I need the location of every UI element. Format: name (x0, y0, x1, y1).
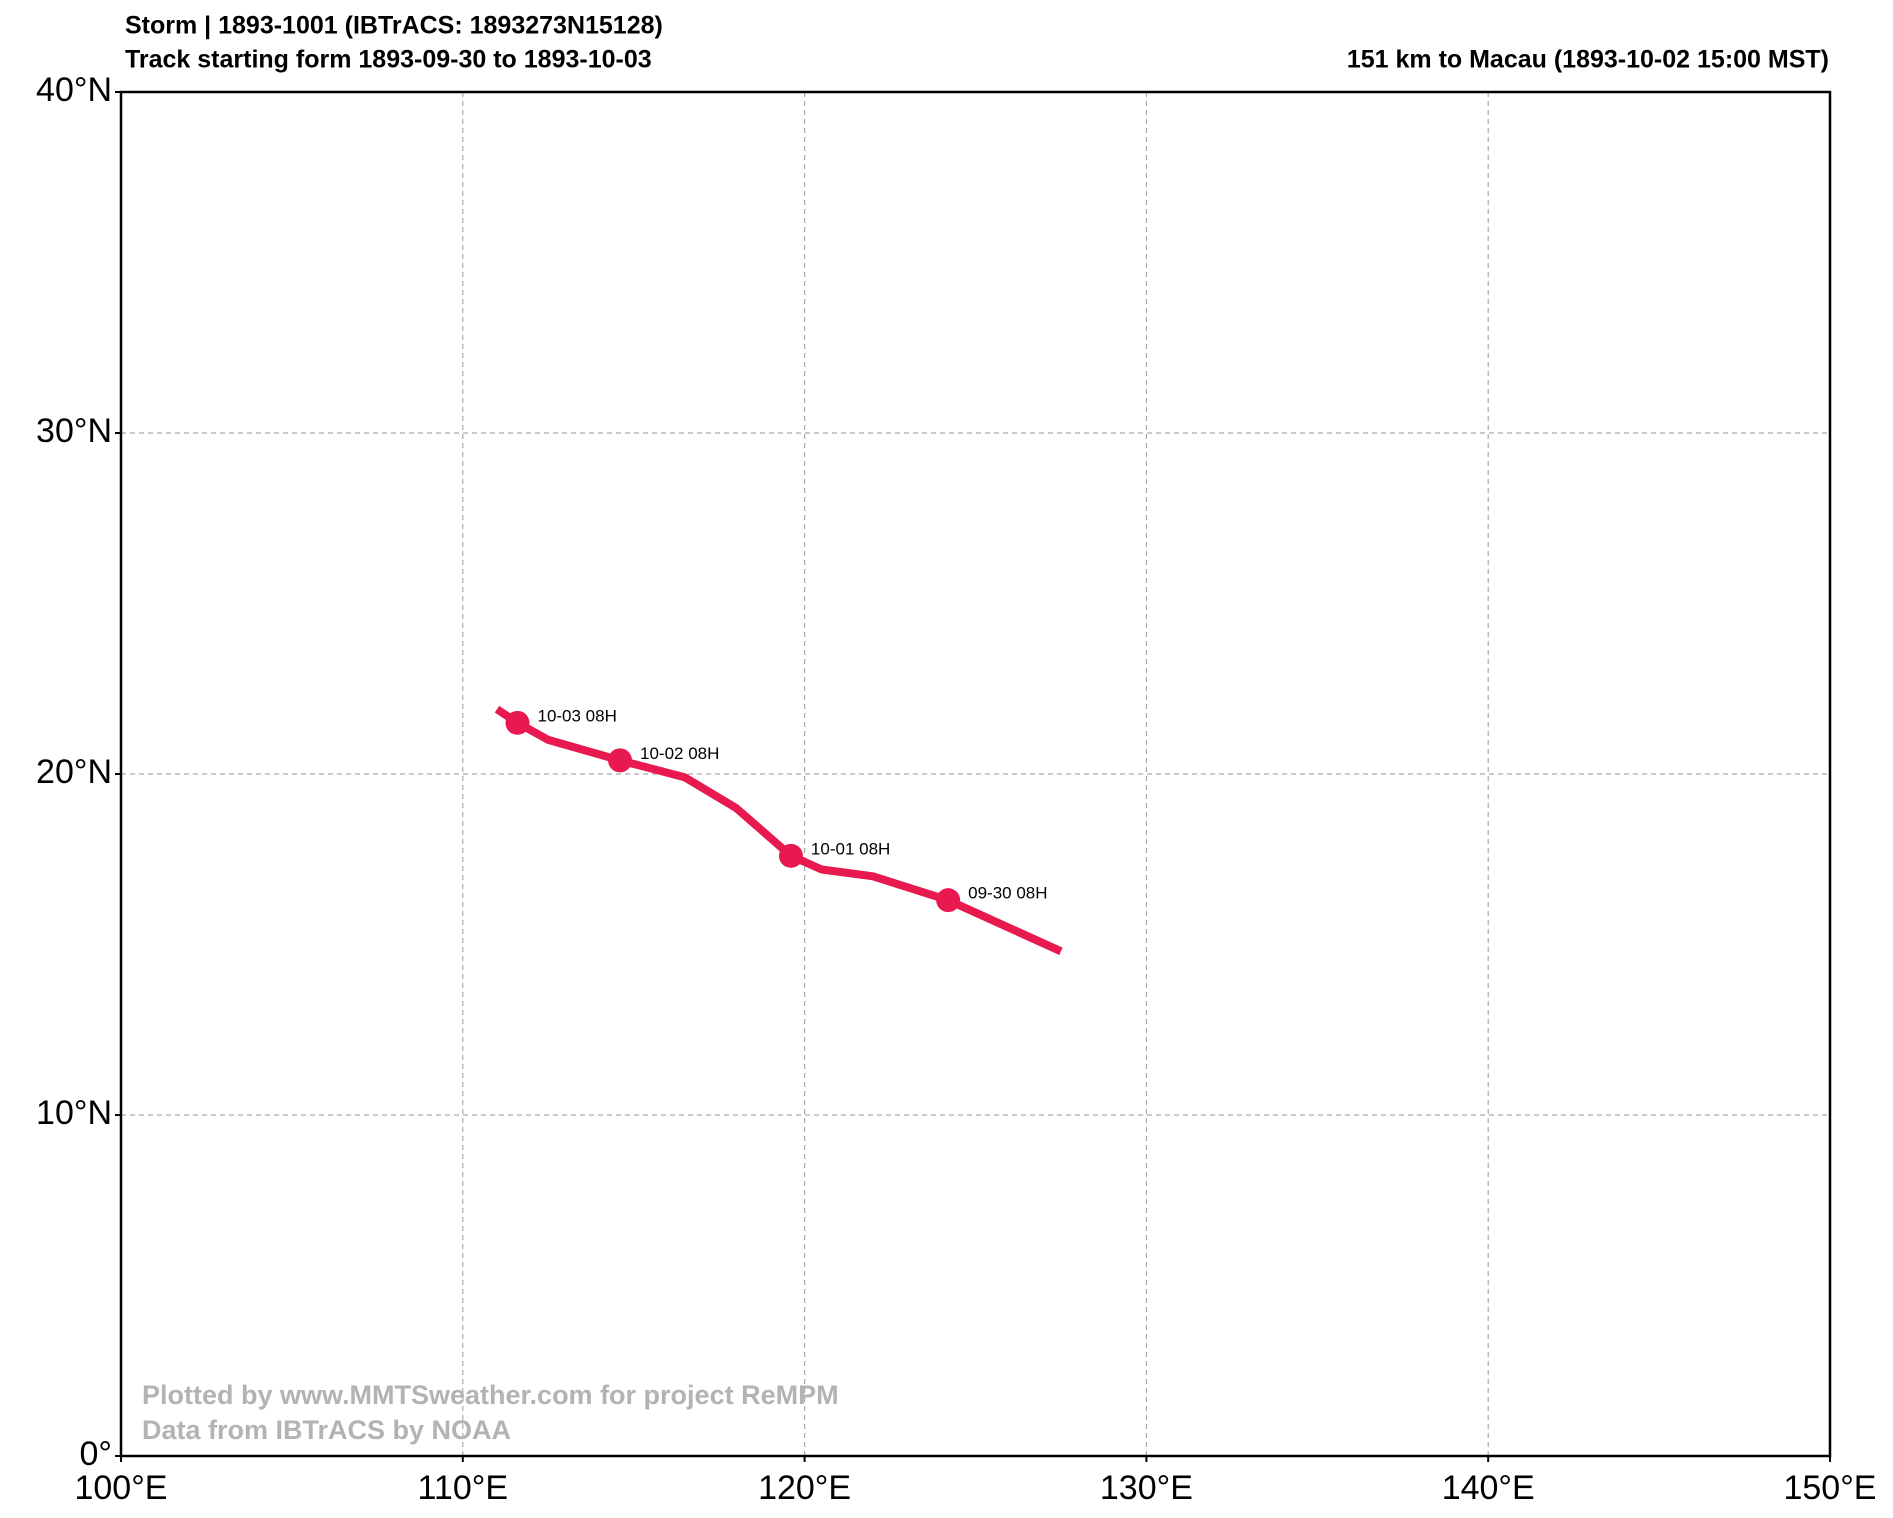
title: Storm | 1893-1001 (IBTrACS: 1893273N1512… (125, 12, 663, 40)
x-tick-label: 140°E (1442, 1469, 1535, 1507)
track-point (936, 888, 961, 913)
y-tick-label: 40°N (36, 71, 112, 109)
y-tick-label: 10°N (36, 1094, 112, 1132)
subtitle: Track starting form 1893-09-30 to 1893-1… (125, 46, 652, 74)
credit: Data from IBTrACS by NOAA (142, 1415, 511, 1445)
point-label: 09-30 08H (968, 884, 1047, 903)
point-label: 10-01 08H (811, 839, 890, 858)
track-point (778, 843, 803, 868)
track-point (608, 748, 633, 773)
x-tick-label: 150°E (1783, 1469, 1876, 1507)
x-tick-label: 100°E (74, 1469, 167, 1507)
x-tick-label: 110°E (418, 1469, 508, 1507)
x-tick-label: 120°E (758, 1469, 851, 1507)
y-tick-label: 30°N (36, 412, 112, 450)
track-point (505, 710, 530, 735)
info: 151 km to Macau (1893-10-02 15:00 MST) (1347, 46, 1829, 74)
track-layer: 09-30 08H 10-01 08H 10-02 08H 10-03 08H (494, 705, 1063, 955)
point-label: 10-03 08H (537, 706, 616, 725)
credit: Plotted by www.MMTSweather.com for proje… (142, 1380, 839, 1410)
x-tick-label: 130°E (1100, 1469, 1193, 1507)
storm-track (494, 705, 1063, 955)
y-tick-label: 20°N (36, 753, 112, 791)
point-label: 10-02 08H (640, 744, 719, 763)
y-tick-label: 0° (79, 1435, 112, 1473)
